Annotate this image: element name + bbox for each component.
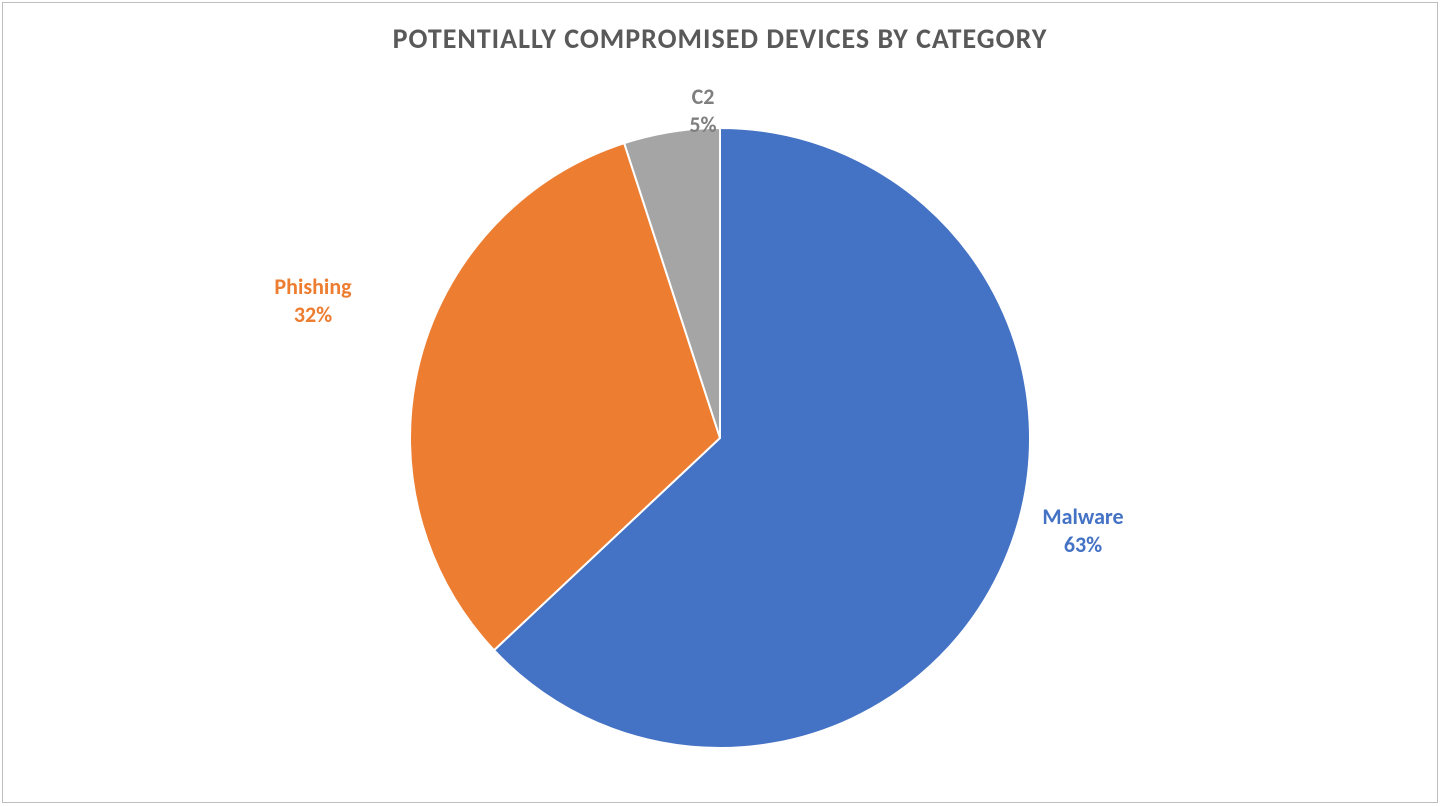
chart-title: POTENTIALLY COMPROMISED DEVICES BY CATEG…	[3, 21, 1437, 56]
pie-plot-area: C2 5% Phishing 32% Malware 63%	[3, 73, 1437, 802]
pie-svg	[408, 126, 1032, 750]
data-label-malware-name: Malware	[1042, 503, 1123, 531]
data-label-c2-name: C2	[689, 83, 716, 111]
data-label-c2-pct: 5%	[689, 111, 716, 139]
data-label-c2: C2 5%	[689, 83, 716, 138]
data-label-phishing-name: Phishing	[274, 273, 351, 301]
data-label-malware: Malware 63%	[1042, 503, 1123, 558]
chart-container: POTENTIALLY COMPROMISED DEVICES BY CATEG…	[2, 2, 1438, 803]
data-label-malware-pct: 63%	[1042, 531, 1123, 559]
data-label-phishing: Phishing 32%	[274, 273, 351, 328]
data-label-phishing-pct: 32%	[274, 301, 351, 329]
